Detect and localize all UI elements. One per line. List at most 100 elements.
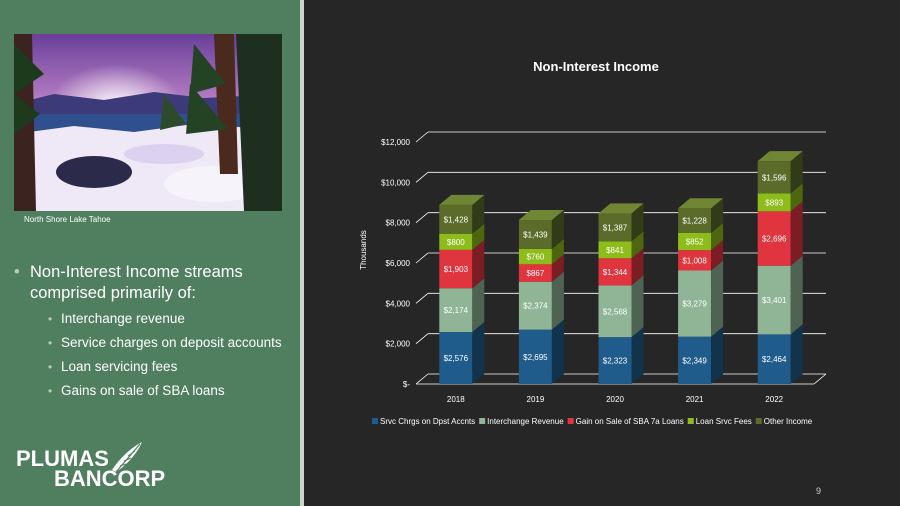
bar-segment	[678, 250, 712, 271]
bar-value-label: $1,596	[762, 173, 787, 182]
gridline-depth	[415, 252, 429, 264]
bar-value-label: $800	[447, 238, 465, 247]
chart-title: Non-Interest Income	[533, 59, 659, 74]
bar-segment-side	[711, 326, 724, 384]
bar-segment	[598, 213, 632, 242]
bar-segment-side	[631, 275, 644, 338]
bar-segment-side	[551, 271, 564, 330]
bar-top	[439, 194, 485, 205]
slide-number: 9	[816, 486, 821, 496]
bar-value-label: $893	[765, 198, 783, 207]
bar-value-label: $2,174	[444, 306, 469, 315]
y-tick-label: $-	[403, 380, 410, 389]
legend-swatch	[372, 418, 378, 424]
x-tick-label: 2019	[527, 395, 545, 404]
legend-swatch	[755, 418, 762, 424]
bar-value-label: $1,428	[444, 215, 469, 224]
bar-top	[518, 209, 564, 220]
photo-caption: North Shore Lake Tahoe	[24, 215, 111, 224]
legend-label: Gain on Sale of SBA 7a Loans	[576, 417, 684, 426]
bar-segment-side	[472, 278, 485, 333]
bar-segment-side	[631, 327, 644, 384]
bar-value-label: $852	[686, 238, 704, 247]
bar-segment	[439, 204, 473, 234]
bar-value-label: $867	[527, 269, 545, 278]
bar-value-label: $841	[606, 246, 624, 255]
bullet-dot-icon: •	[48, 336, 53, 350]
bar-segment-side	[790, 201, 803, 266]
legend-swatch	[687, 418, 694, 424]
sub-bullet-text: Interchange revenue	[61, 311, 185, 326]
legend-label: Interchange Revenue	[487, 417, 564, 426]
bar-value-label: $2,576	[444, 354, 469, 363]
x-axis-depth	[813, 373, 827, 385]
gridline-depth	[415, 131, 429, 143]
y-axis-label: Thousands	[359, 230, 368, 270]
bar-segment-side	[551, 319, 564, 384]
bar-segment	[757, 193, 791, 212]
bullet-list: • Non-Interest Income streams comprised …	[12, 262, 292, 400]
gridline-depth	[415, 172, 429, 183]
gridline-depth	[415, 373, 429, 385]
bar-segment	[757, 211, 791, 266]
bar-value-label: $2,349	[682, 356, 707, 365]
sub-bullet: • Loan servicing fees	[12, 358, 292, 376]
bar-segment	[678, 270, 712, 337]
bar-value-label: $1,344	[603, 268, 628, 277]
bar-segment-side	[551, 254, 564, 282]
y-tick-label: $10,000	[381, 178, 410, 187]
y-tick-label: $8,000	[386, 219, 411, 228]
bar-value-label: $2,696	[762, 235, 787, 244]
panel-divider	[300, 0, 304, 506]
bar-value-label: $3,279	[682, 300, 707, 309]
bar-segment-side	[711, 198, 724, 233]
bullet-dot-icon: •	[48, 384, 53, 398]
bar-segment	[678, 208, 712, 233]
bar-segment-side	[790, 151, 803, 194]
bar-value-label: $2,695	[523, 353, 548, 362]
bar-segment-side	[711, 240, 724, 271]
bar-top	[757, 151, 803, 162]
bar-segment-side	[711, 260, 724, 337]
bar-segment	[518, 329, 552, 384]
sub-bullet: • Service charges on deposit accounts	[12, 334, 292, 352]
bar-segment-side	[631, 231, 644, 259]
bar-segment-side	[551, 238, 564, 265]
sub-bullet-text: Loan servicing fees	[61, 359, 178, 374]
bar-top	[678, 198, 724, 209]
plumas-bancorp-logo: PLUMAS BANCORP	[16, 440, 186, 491]
bar-segment	[598, 258, 632, 286]
x-tick-label: 2022	[765, 395, 783, 404]
y-tick-label: $2,000	[386, 340, 411, 349]
bar-segment	[518, 264, 552, 282]
legend-swatch	[567, 418, 574, 424]
sub-bullet-text: Service charges on deposit accounts	[61, 335, 282, 350]
legend-label: Other Income	[764, 417, 813, 426]
gridline-depth	[415, 212, 429, 223]
bar-segment	[439, 332, 473, 384]
x-tick-label: 2021	[686, 395, 704, 404]
bullet-main: • Non-Interest Income streams comprised …	[12, 262, 292, 304]
sub-bullet-text: Gains on sale of SBA loans	[61, 383, 225, 398]
bar-value-label: $2,568	[603, 307, 628, 316]
legend-swatch	[479, 418, 486, 424]
bar-segment	[439, 288, 473, 333]
bar-segment-side	[631, 248, 644, 286]
bar-segment	[439, 233, 473, 250]
bullet-dot-icon: •	[48, 360, 53, 374]
bar-value-label: $760	[527, 253, 545, 262]
bar-segment	[518, 219, 552, 249]
bar-segment	[518, 248, 552, 265]
bar-value-label: $1,228	[682, 217, 707, 226]
bar-value-label: $2,323	[603, 357, 628, 366]
logo-line1: PLUMAS	[16, 446, 109, 471]
gridline-depth	[415, 333, 429, 344]
bar-segment-side	[551, 209, 564, 249]
bar-value-label: $3,401	[762, 296, 787, 305]
bar-value-label: $1,008	[682, 256, 707, 265]
sub-bullet: • Gains on sale of SBA loans	[12, 382, 292, 400]
bar-segment	[678, 336, 712, 384]
bar-segment-side	[790, 324, 803, 384]
bar-segment	[598, 241, 632, 259]
bar-segment-side	[472, 194, 485, 234]
